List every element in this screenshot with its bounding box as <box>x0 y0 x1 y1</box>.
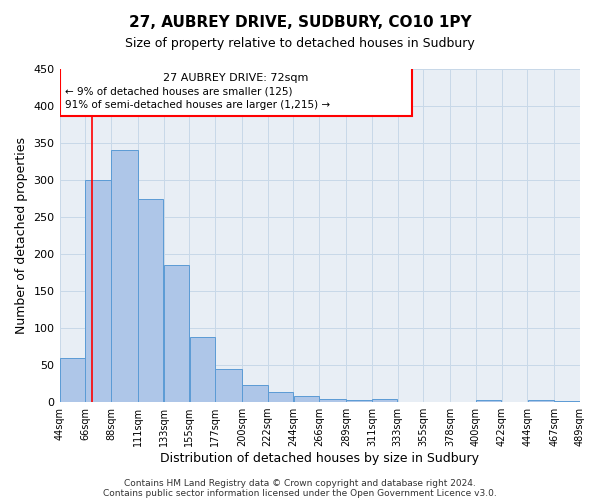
Text: ← 9% of detached houses are smaller (125): ← 9% of detached houses are smaller (125… <box>65 86 293 96</box>
Bar <box>372 399 397 402</box>
Text: Size of property relative to detached houses in Sudbury: Size of property relative to detached ho… <box>125 38 475 51</box>
Bar <box>60 358 85 402</box>
Bar <box>319 399 346 402</box>
Bar <box>138 198 163 402</box>
Bar <box>111 150 138 402</box>
Bar <box>190 337 215 402</box>
Text: Contains public sector information licensed under the Open Government Licence v3: Contains public sector information licen… <box>103 488 497 498</box>
Bar <box>242 385 268 402</box>
Bar <box>164 265 189 402</box>
Text: 27, AUBREY DRIVE, SUDBURY, CO10 1PY: 27, AUBREY DRIVE, SUDBURY, CO10 1PY <box>128 15 472 30</box>
Bar <box>268 392 293 402</box>
Bar <box>527 400 554 402</box>
Bar <box>293 396 319 402</box>
X-axis label: Distribution of detached houses by size in Sudbury: Distribution of detached houses by size … <box>160 452 479 465</box>
Y-axis label: Number of detached properties: Number of detached properties <box>15 137 28 334</box>
Bar <box>59 67 412 116</box>
Bar <box>554 400 580 402</box>
Text: Contains HM Land Registry data © Crown copyright and database right 2024.: Contains HM Land Registry data © Crown c… <box>124 478 476 488</box>
Bar <box>476 400 502 402</box>
Bar <box>85 180 111 402</box>
Bar <box>215 369 242 402</box>
Text: 27 AUBREY DRIVE: 72sqm: 27 AUBREY DRIVE: 72sqm <box>163 72 308 83</box>
Bar <box>346 400 371 402</box>
Text: 91% of semi-detached houses are larger (1,215) →: 91% of semi-detached houses are larger (… <box>65 100 331 110</box>
